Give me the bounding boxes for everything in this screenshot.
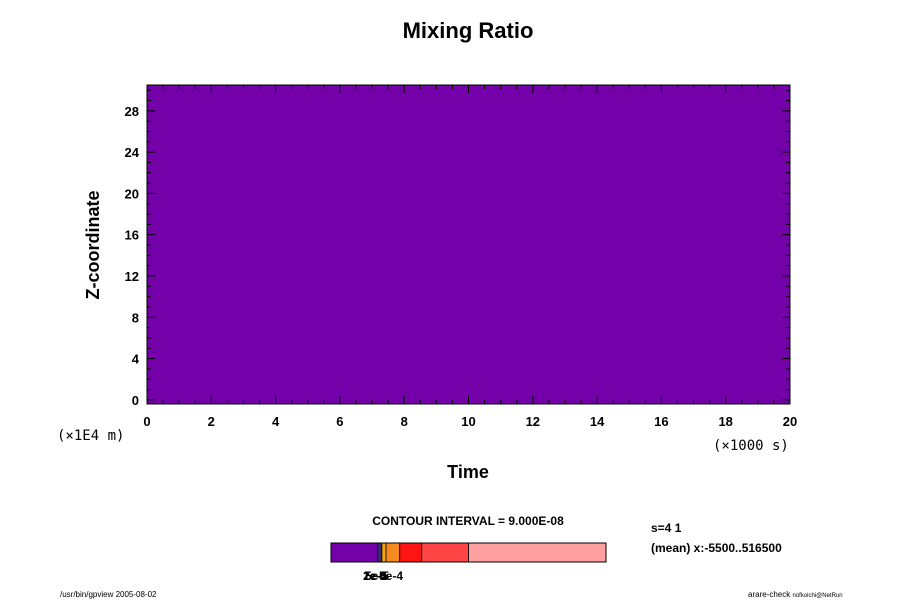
colorbar-tick-label: 5e-4 [379, 569, 403, 583]
x-axis-label: Time [447, 462, 489, 482]
colorbar-frame [330, 542, 607, 563]
y-tick-label: 16 [125, 228, 139, 243]
footer-right-sub: nofkoichi@NetRun [792, 593, 842, 599]
x-tick-label: 18 [718, 414, 732, 429]
colorbar-segment [381, 542, 387, 563]
x-tick-label: 8 [401, 414, 408, 429]
x-axis-tick-labels: 0 2 4 6 8 10 12 14 16 18 20 [143, 414, 797, 429]
x-tick-label: 14 [590, 414, 605, 429]
footer-right-main: arare-check [748, 590, 791, 599]
x-tick-label: 4 [272, 414, 280, 429]
footer-left: /usr/bin/gpview 2005-08-02 [60, 590, 157, 599]
y-tick-label: 12 [125, 269, 139, 284]
chart-title: Mixing Ratio [403, 18, 534, 43]
y-tick-label: 28 [125, 104, 139, 119]
slice-annotation: s=4 1 [651, 521, 682, 535]
y-tick-label: 0 [132, 393, 139, 408]
mean-annotation: (mean) x:-5500..516500 [651, 541, 782, 555]
y-unit-label: (×1E4 m) [57, 428, 124, 444]
y-tick-label: 4 [132, 352, 140, 367]
colorbar-segment [468, 542, 607, 563]
colorbar-tick-label: 1e-4 [363, 569, 387, 583]
x-tick-label: 10 [461, 414, 475, 429]
colorbar-tick-label: 2e-5 [363, 569, 387, 583]
colorbar-segment [330, 542, 379, 563]
x-axis-ticks [146, 85, 791, 404]
colorbar [330, 542, 607, 563]
colorbar-segment [399, 542, 423, 563]
y-axis-tick-labels: 0 4 8 12 16 20 24 28 [125, 104, 140, 408]
x-unit-label: (×1000 s) [713, 438, 789, 454]
y-tick-label: 8 [132, 310, 139, 325]
colorbar-segment [377, 542, 383, 563]
x-tick-label: 0 [143, 414, 150, 429]
colorbar-labels: 2e-55e-51e-45e-4 [363, 569, 403, 583]
colorbar-segment [385, 542, 401, 563]
x-tick-label: 16 [654, 414, 668, 429]
x-tick-label: 6 [336, 414, 343, 429]
y-axis-ticks [147, 89, 790, 401]
x-tick-label: 20 [783, 414, 797, 429]
contour-interval-label: CONTOUR INTERVAL = 9.000E-08 [372, 514, 564, 528]
footer-right: arare-check nofkoichi@NetRun [748, 590, 843, 599]
y-axis-label: Z-coordinate [83, 190, 103, 299]
y-tick-label: 24 [125, 145, 140, 160]
colorbar-segment [421, 542, 469, 563]
x-tick-label: 12 [526, 414, 540, 429]
y-tick-label: 20 [125, 186, 139, 201]
plot-area [146, 84, 791, 405]
colorbar-tick-label: 5e-5 [365, 569, 389, 583]
x-tick-label: 2 [208, 414, 215, 429]
